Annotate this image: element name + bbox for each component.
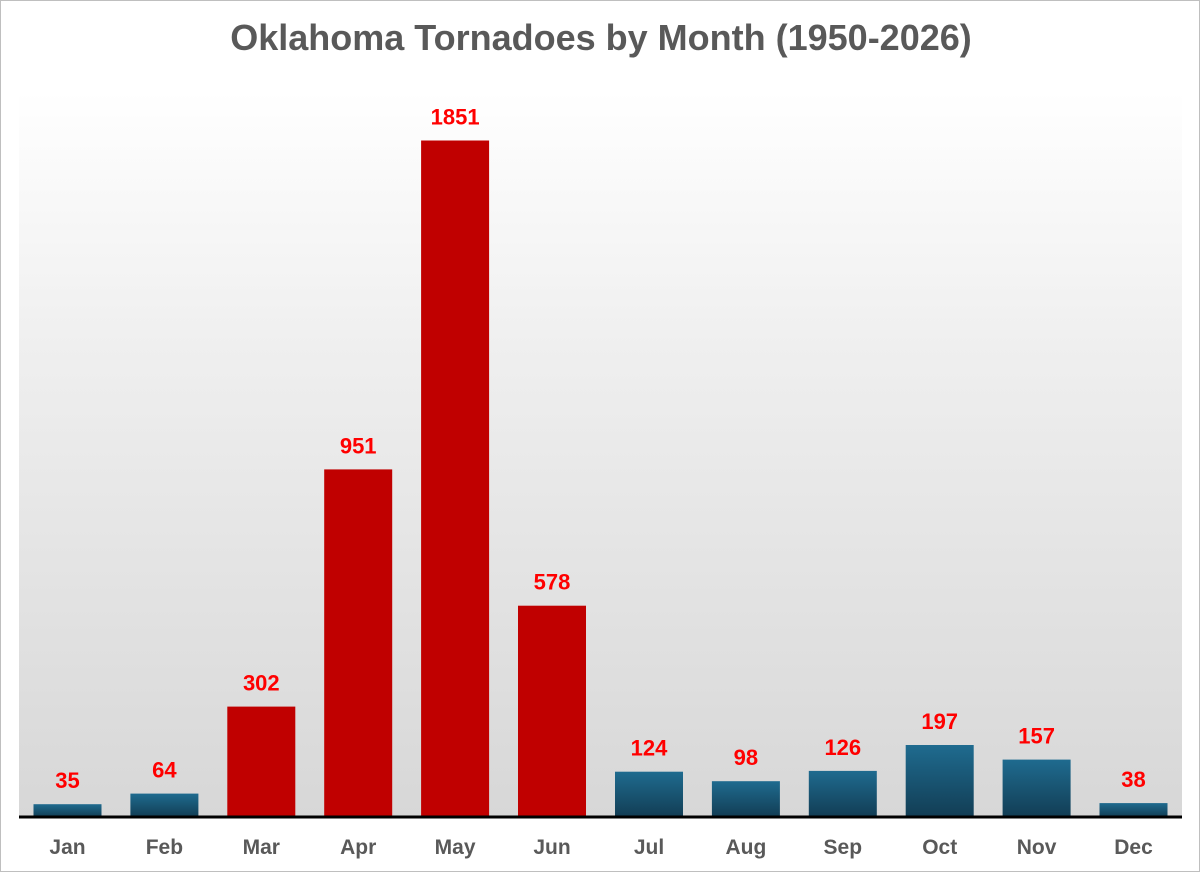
data-label-jun: 578: [534, 570, 571, 595]
x-tick-label-jul: Jul: [634, 836, 664, 859]
data-label-may: 1851: [431, 105, 480, 130]
data-label-jan: 35: [55, 768, 79, 793]
x-tick-label-nov: Nov: [1017, 836, 1057, 859]
x-tick-label-apr: Apr: [340, 836, 376, 859]
bar-apr: [324, 469, 393, 817]
bar-jul: [615, 771, 683, 817]
data-label-oct: 197: [921, 709, 958, 734]
x-tick-label-dec: Dec: [1114, 836, 1153, 859]
bar-sep: [808, 770, 877, 817]
data-label-nov: 157: [1018, 724, 1055, 749]
data-label-apr: 951: [340, 433, 377, 458]
bars-layer: 35 Jan 64 Feb 302 Mar 951 Apr 1851 May 578 Jun 124 Ju…: [33, 105, 1168, 859]
x-tick-label-jan: Jan: [49, 836, 85, 859]
data-label-aug: 98: [734, 745, 758, 770]
data-label-feb: 64: [152, 758, 177, 783]
bar-oct: [905, 745, 974, 817]
data-label-mar: 302: [243, 671, 280, 696]
x-tick-label-feb: Feb: [146, 836, 183, 859]
bar-dec: [1099, 803, 1168, 817]
bar-feb: [130, 793, 199, 817]
x-tick-label-aug: Aug: [725, 836, 766, 859]
bar-nov: [1002, 759, 1071, 817]
data-label-dec: 38: [1121, 767, 1145, 792]
bar-jan: [33, 804, 102, 817]
x-tick-label-may: May: [435, 836, 476, 859]
bar-aug: [711, 781, 780, 817]
x-tick-label-jun: Jun: [533, 836, 570, 859]
data-label-sep: 126: [824, 735, 861, 760]
x-tick-label-mar: Mar: [243, 836, 280, 859]
bar-may: [421, 140, 490, 817]
x-tick-label-sep: Sep: [824, 836, 863, 859]
x-tick-label-oct: Oct: [922, 836, 957, 859]
plot-area: [19, 91, 1182, 817]
bar-jun: [518, 605, 586, 817]
bar-mar: [227, 706, 296, 817]
data-label-jul: 124: [631, 736, 668, 761]
chart-title: Oklahoma Tornadoes by Month (1950-2026): [230, 17, 972, 58]
